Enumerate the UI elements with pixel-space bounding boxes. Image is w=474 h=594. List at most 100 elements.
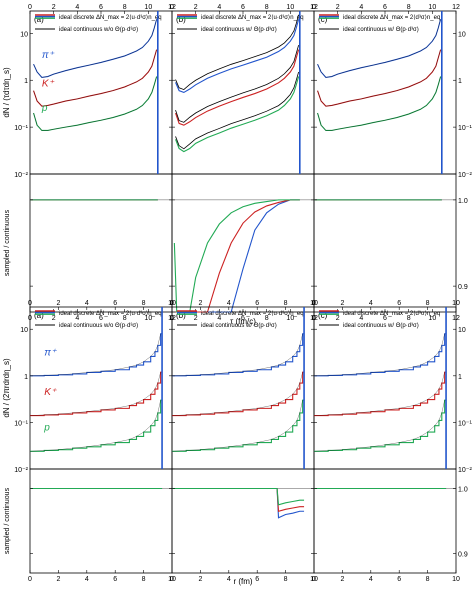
fig1-panel-1-ratio-frame — [29, 173, 173, 313]
fig1-panel-1-main-frame — [29, 10, 173, 175]
fig2-continuous-line — [29, 400, 161, 452]
fig1-ylabel-ratio: sampled / continuous — [4, 209, 11, 276]
fig1-xtick-label-top: 12 — [168, 4, 176, 11]
fig2-xtick-label-top: 2 — [340, 300, 344, 307]
fig2-continuous-line — [171, 372, 303, 416]
fig2-ytick-label-right: 10⁻² — [458, 467, 472, 474]
fig2-panel-label: (b) — [176, 311, 186, 320]
fig1-xlabel: τ (fm/c) — [230, 317, 256, 326]
fig1-series-line — [175, 49, 300, 126]
fig1-xtick-label-top: 2 — [336, 4, 340, 11]
fig1-xtick-label-top: 6 — [241, 4, 245, 11]
fig2-legend-entry-continuous: ideal continuous w/ Θ(p·d³σ) — [343, 323, 419, 329]
fig1-xtick-label-bottom: 2 — [336, 315, 340, 322]
fig1-ytick-label-right: 10 — [458, 31, 466, 38]
fig2-ytick-label-right: 10 — [458, 327, 466, 334]
fig2-continuous-line — [29, 333, 161, 377]
fig1-ytick-label-left: 10 — [20, 31, 28, 38]
fig2-xtick-label-top: 8 — [426, 300, 430, 307]
fig1-xtick-label-bottom: 6 — [99, 315, 103, 322]
fig1-ytick-label-right: 10⁻¹ — [458, 125, 472, 132]
fig2-panel-2-ratio-frame — [171, 468, 315, 574]
fig1-xtick-label-bottom: 10 — [428, 315, 436, 322]
fig1-continuous-line — [175, 14, 300, 91]
fig2-xtick-label-bottom: 0 — [312, 576, 316, 583]
fig2-continuous-line — [171, 400, 303, 452]
fig2-panel-label: (a) — [34, 311, 44, 320]
fig1-xtick-label-top: 8 — [265, 4, 269, 11]
fig1-xtick-label-top: 2 — [52, 4, 56, 11]
fig2-xtick-label-top: 10 — [310, 300, 318, 307]
fig2-xtick-label-top: 4 — [369, 300, 373, 307]
fig1-xtick-label-top: 8 — [407, 4, 411, 11]
fig1-xtick-label-top: 10 — [428, 4, 436, 11]
fig2-ytick-label-right: 1 — [458, 374, 462, 381]
fig2-xtick-label-top: 10 — [452, 300, 460, 307]
fig2-legend-entry-discrete: ideal discrete ΔN_max = 2⟨u·d³σ⟩n_eq — [59, 310, 162, 317]
fig2-series-line — [172, 333, 305, 377]
fig1-continuous-line — [317, 76, 441, 131]
fig1-ytick-label-right: 10⁻² — [458, 172, 472, 179]
fig1-xtick-label-top: 8 — [123, 4, 127, 11]
fig1-xtick-label-top: 0 — [170, 4, 174, 11]
fig1-xtick-label-bottom: 4 — [217, 315, 221, 322]
fig2-xtick-label-top: 0 — [312, 300, 316, 307]
fig2-continuous-line — [313, 372, 445, 416]
fig2-series-line — [172, 399, 305, 452]
fig1-legend-entry-discrete: ideal discrete ΔN_max = 2⟨u·d³σ⟩n_eq — [201, 14, 304, 21]
fig2-xlabel: r (fm) — [233, 577, 252, 586]
fig2-ratio-ytick-label: 1.0 — [458, 487, 468, 494]
fig2-ytick-label-left: 1 — [24, 374, 28, 381]
fig2-ytick-label-left: 10⁻² — [14, 467, 28, 474]
fig2-legend-entry-discrete: ideal discrete ΔN_max = 2⟨u·d³σ⟩n_eq — [201, 310, 304, 317]
fig2-xtick-label-top: 4 — [85, 300, 89, 307]
fig2-series-line — [172, 371, 305, 417]
fig2-ytick-label-left: 10 — [20, 327, 28, 334]
fig2-xtick-label-bottom: 0 — [170, 576, 174, 583]
fig2-panel-1-ratio-frame — [29, 468, 173, 574]
fig1-xtick-label-bottom: 8 — [123, 315, 127, 322]
fig1-xtick-label-top: 4 — [217, 4, 221, 11]
fig2-ratio-ytick-label: 0.9 — [458, 552, 468, 559]
fig1-xtick-label-bottom: 2 — [194, 315, 198, 322]
fig1-continuous-line — [317, 19, 441, 78]
fig1-series-line — [317, 49, 442, 107]
fig2-ylabel-ratio: sampled / continuous — [4, 487, 11, 554]
fig2-ytick-label-left: 10⁻¹ — [14, 420, 28, 427]
fig2-legend-entry-discrete: ideal discrete ΔN_max = 2⟨d³σ⟩n_eq — [343, 310, 440, 317]
fig1-series-line — [317, 76, 442, 131]
fig2-xtick-label-top: 6 — [255, 300, 259, 307]
fig1-xtick-label-top: 12 — [452, 4, 460, 11]
fig2-xtick-label-bottom: 2 — [340, 576, 344, 583]
fig1-continuous-line — [175, 44, 300, 123]
fig2-xtick-label-bottom: 6 — [397, 576, 401, 583]
fig1-xtick-label-top: 2 — [194, 4, 198, 11]
fig2-xtick-label-top: 2 — [56, 300, 60, 307]
fig2-ratio-line — [172, 487, 305, 506]
fig2-series-line — [314, 399, 447, 452]
fig2-xtick-label-bottom: 10 — [168, 576, 176, 583]
fig2-continuous-line — [171, 333, 303, 377]
fig1-series-line — [175, 19, 300, 94]
fig2-series-line — [30, 371, 163, 417]
fig1-xtick-label-bottom: 8 — [265, 315, 269, 322]
fig1-xtick-label-top: 12 — [310, 4, 318, 11]
fig2-xtick-label-bottom: 0 — [28, 576, 32, 583]
fig2-ratio-line — [172, 487, 305, 512]
fig2-legend-entry-continuous: ideal continuous w/o Θ(p·d³σ) — [59, 323, 138, 329]
fig1-legend-entry-continuous: ideal continuous w/ Θ(p·d³σ) — [343, 27, 419, 33]
fig1-continuous-line — [33, 76, 157, 131]
fig2-series-line — [314, 371, 447, 417]
fig2-xtick-label-top: 0 — [28, 300, 32, 307]
fig1-ytick-label-left: 10⁻² — [14, 172, 28, 179]
fig1-xtick-label-top: 0 — [312, 4, 316, 11]
fig1-xtick-label-bottom: 10 — [144, 315, 152, 322]
fig1-ratio-ytick-label: 1.0 — [458, 198, 468, 205]
fig1-xtick-label-top: 4 — [359, 4, 363, 11]
fig2-xtick-label-top: 4 — [227, 300, 231, 307]
fig1-continuous-line — [175, 71, 300, 150]
fig2-xtick-label-bottom: 4 — [85, 576, 89, 583]
fig1-ratio-line — [176, 199, 300, 313]
fig2-xtick-label-top: 8 — [284, 300, 288, 307]
